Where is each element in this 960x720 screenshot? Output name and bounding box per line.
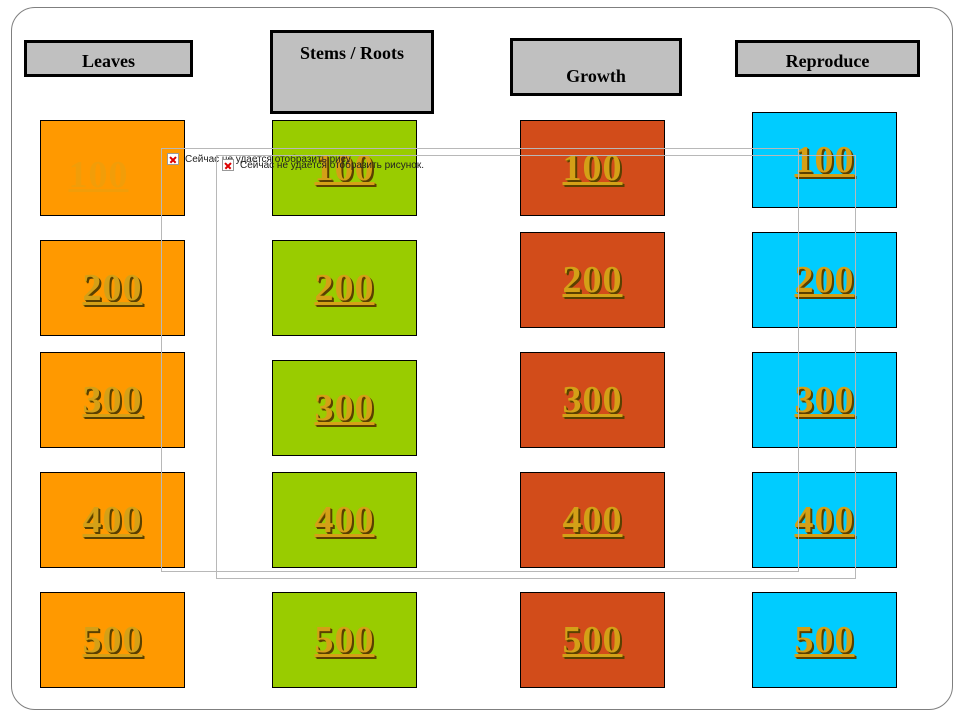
broken-image-icon — [222, 159, 234, 171]
tile-reproduce-200[interactable]: 200 — [752, 232, 897, 328]
tile-leaves-300[interactable]: 300 — [40, 352, 185, 448]
tile-value: 300 — [314, 387, 375, 429]
tile-stems-roots-100[interactable]: 100 — [272, 120, 417, 216]
tile-value: 500 — [794, 619, 855, 661]
category-header-growth: Growth — [510, 38, 682, 96]
broken-image-message: Сейчас не удается отобразить рисунок. — [240, 159, 424, 171]
tile-value: 100 — [562, 147, 623, 189]
tile-stems-roots-400[interactable]: 400 — [272, 472, 417, 568]
tile-value: 500 — [82, 619, 143, 661]
broken-image-notice: Сейчас не удается отобразить рисунок. — [167, 153, 351, 165]
tile-leaves-100[interactable]: 100 — [40, 120, 185, 216]
category-header-reproduce: Reproduce — [735, 40, 920, 77]
category-label: Reproduce — [785, 51, 870, 71]
tile-value: 300 — [562, 379, 623, 421]
tile-value: 100 — [68, 154, 129, 196]
broken-image-icon — [167, 153, 179, 165]
tile-reproduce-400[interactable]: 400 — [752, 472, 897, 568]
tile-value: 200 — [794, 259, 855, 301]
tile-leaves-500[interactable]: 500 — [40, 592, 185, 688]
tile-value: 200 — [82, 267, 143, 309]
tile-value: 300 — [82, 379, 143, 421]
tile-leaves-400[interactable]: 400 — [40, 472, 185, 568]
tile-reproduce-500[interactable]: 500 — [752, 592, 897, 688]
category-label: Stems / Roots — [300, 43, 404, 63]
broken-image-notice: Сейчас не удается отобразить рисунок. — [222, 159, 424, 171]
tile-value: 200 — [562, 259, 623, 301]
tile-reproduce-300[interactable]: 300 — [752, 352, 897, 448]
tile-value: 400 — [562, 499, 623, 541]
category-header-stems-roots: Stems / Roots — [270, 30, 434, 114]
broken-image-message: Сейчас не удается отобразить рисунок. — [185, 153, 351, 165]
tile-reproduce-100[interactable]: 100 — [752, 112, 897, 208]
tile-leaves-200[interactable]: 200 — [40, 240, 185, 336]
tile-stems-roots-200[interactable]: 200 — [272, 240, 417, 336]
category-label: Leaves — [82, 51, 135, 71]
tile-growth-200[interactable]: 200 — [520, 232, 665, 328]
broken-image-placeholder — [216, 155, 856, 579]
tile-value: 300 — [794, 379, 855, 421]
tile-value: 400 — [314, 499, 375, 541]
tile-growth-300[interactable]: 300 — [520, 352, 665, 448]
tile-value: 500 — [562, 619, 623, 661]
category-header-leaves: Leaves — [24, 40, 193, 77]
tile-value: 400 — [794, 499, 855, 541]
tile-value: 100 — [794, 139, 855, 181]
tile-stems-roots-500[interactable]: 500 — [272, 592, 417, 688]
tile-value: 400 — [82, 499, 143, 541]
tile-growth-100[interactable]: 100 — [520, 120, 665, 216]
tile-value: 100 — [314, 147, 375, 189]
tile-growth-500[interactable]: 500 — [520, 592, 665, 688]
category-label: Growth — [566, 66, 626, 86]
tile-growth-400[interactable]: 400 — [520, 472, 665, 568]
broken-image-placeholder — [161, 148, 799, 572]
tile-value: 200 — [314, 267, 375, 309]
tile-value: 500 — [314, 619, 375, 661]
tile-stems-roots-300[interactable]: 300 — [272, 360, 417, 456]
